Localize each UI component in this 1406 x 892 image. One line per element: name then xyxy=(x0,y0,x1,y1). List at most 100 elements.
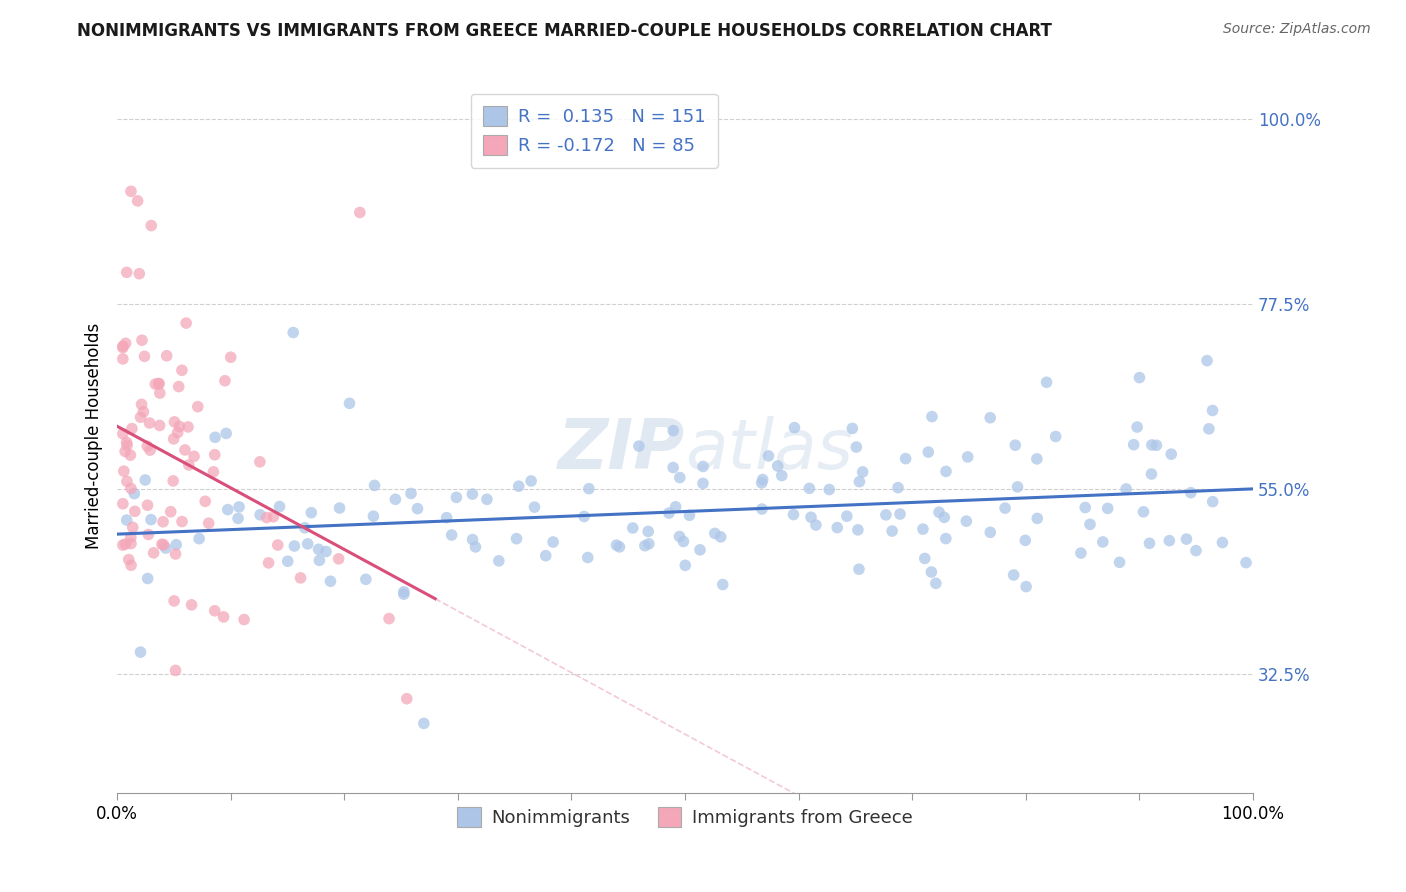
Point xyxy=(111,341,134,355)
Point xyxy=(308,542,330,557)
Point xyxy=(534,549,557,563)
Point xyxy=(925,576,948,591)
Point xyxy=(1108,555,1130,569)
Point xyxy=(1201,403,1223,417)
Point xyxy=(115,438,138,452)
Point xyxy=(177,458,200,472)
Point xyxy=(136,439,159,453)
Point xyxy=(294,521,316,535)
Point xyxy=(134,473,156,487)
Point xyxy=(1026,511,1049,525)
Point xyxy=(124,486,146,500)
Point xyxy=(167,379,190,393)
Point xyxy=(956,450,979,464)
Point xyxy=(1132,505,1154,519)
Point xyxy=(226,511,249,525)
Point xyxy=(163,415,186,429)
Point xyxy=(299,506,322,520)
Point xyxy=(202,465,225,479)
Point xyxy=(120,530,142,544)
Legend: Nonimmigrants, Immigrants from Greece: Nonimmigrants, Immigrants from Greece xyxy=(450,800,920,834)
Point xyxy=(576,550,599,565)
Point xyxy=(118,552,141,566)
Point xyxy=(328,501,350,516)
Point xyxy=(662,460,685,475)
Point xyxy=(935,532,957,546)
Point xyxy=(979,410,1001,425)
Point xyxy=(979,525,1001,540)
Point xyxy=(461,487,484,501)
Point xyxy=(875,508,897,522)
Point xyxy=(1175,532,1198,546)
Point xyxy=(183,450,205,464)
Point xyxy=(165,664,187,678)
Point xyxy=(114,444,136,458)
Point xyxy=(800,510,823,524)
Point xyxy=(354,572,377,586)
Point xyxy=(668,529,690,543)
Point xyxy=(658,506,681,520)
Point xyxy=(131,397,153,411)
Point xyxy=(233,613,256,627)
Point xyxy=(934,510,956,524)
Point xyxy=(363,478,385,492)
Point xyxy=(710,530,733,544)
Point xyxy=(197,516,219,531)
Point xyxy=(609,540,631,554)
Point xyxy=(928,505,950,519)
Point xyxy=(1185,543,1208,558)
Point xyxy=(782,508,804,522)
Point xyxy=(825,520,848,534)
Point xyxy=(392,584,415,599)
Point xyxy=(165,538,187,552)
Point xyxy=(770,468,793,483)
Point xyxy=(1139,536,1161,550)
Point xyxy=(692,459,714,474)
Point xyxy=(689,542,711,557)
Point xyxy=(1014,533,1036,548)
Point xyxy=(841,421,863,435)
Point xyxy=(461,533,484,547)
Point xyxy=(132,405,155,419)
Point xyxy=(204,430,226,444)
Point xyxy=(115,475,138,489)
Point xyxy=(215,426,238,441)
Point xyxy=(384,492,406,507)
Point xyxy=(124,504,146,518)
Point xyxy=(112,464,135,478)
Point xyxy=(1025,451,1047,466)
Point xyxy=(1128,370,1150,384)
Point xyxy=(269,500,291,514)
Point xyxy=(1002,568,1025,582)
Point xyxy=(166,425,188,440)
Point xyxy=(994,501,1017,516)
Point xyxy=(758,449,780,463)
Point xyxy=(111,426,134,441)
Point xyxy=(163,432,186,446)
Point xyxy=(637,524,659,539)
Point xyxy=(1140,438,1163,452)
Point xyxy=(1115,482,1137,496)
Point xyxy=(662,424,685,438)
Point xyxy=(148,376,170,391)
Point xyxy=(1211,535,1233,549)
Point xyxy=(219,351,242,365)
Point xyxy=(672,534,695,549)
Point xyxy=(520,474,543,488)
Point xyxy=(392,587,415,601)
Point xyxy=(1074,500,1097,515)
Point xyxy=(605,538,627,552)
Point xyxy=(363,509,385,524)
Point xyxy=(395,691,418,706)
Point xyxy=(1234,556,1257,570)
Point xyxy=(1144,438,1167,452)
Point xyxy=(523,500,546,515)
Point xyxy=(1159,533,1181,548)
Point xyxy=(115,435,138,450)
Point xyxy=(627,439,650,453)
Point xyxy=(1097,501,1119,516)
Point xyxy=(143,377,166,392)
Point xyxy=(914,551,936,566)
Point xyxy=(204,604,226,618)
Point xyxy=(194,494,217,508)
